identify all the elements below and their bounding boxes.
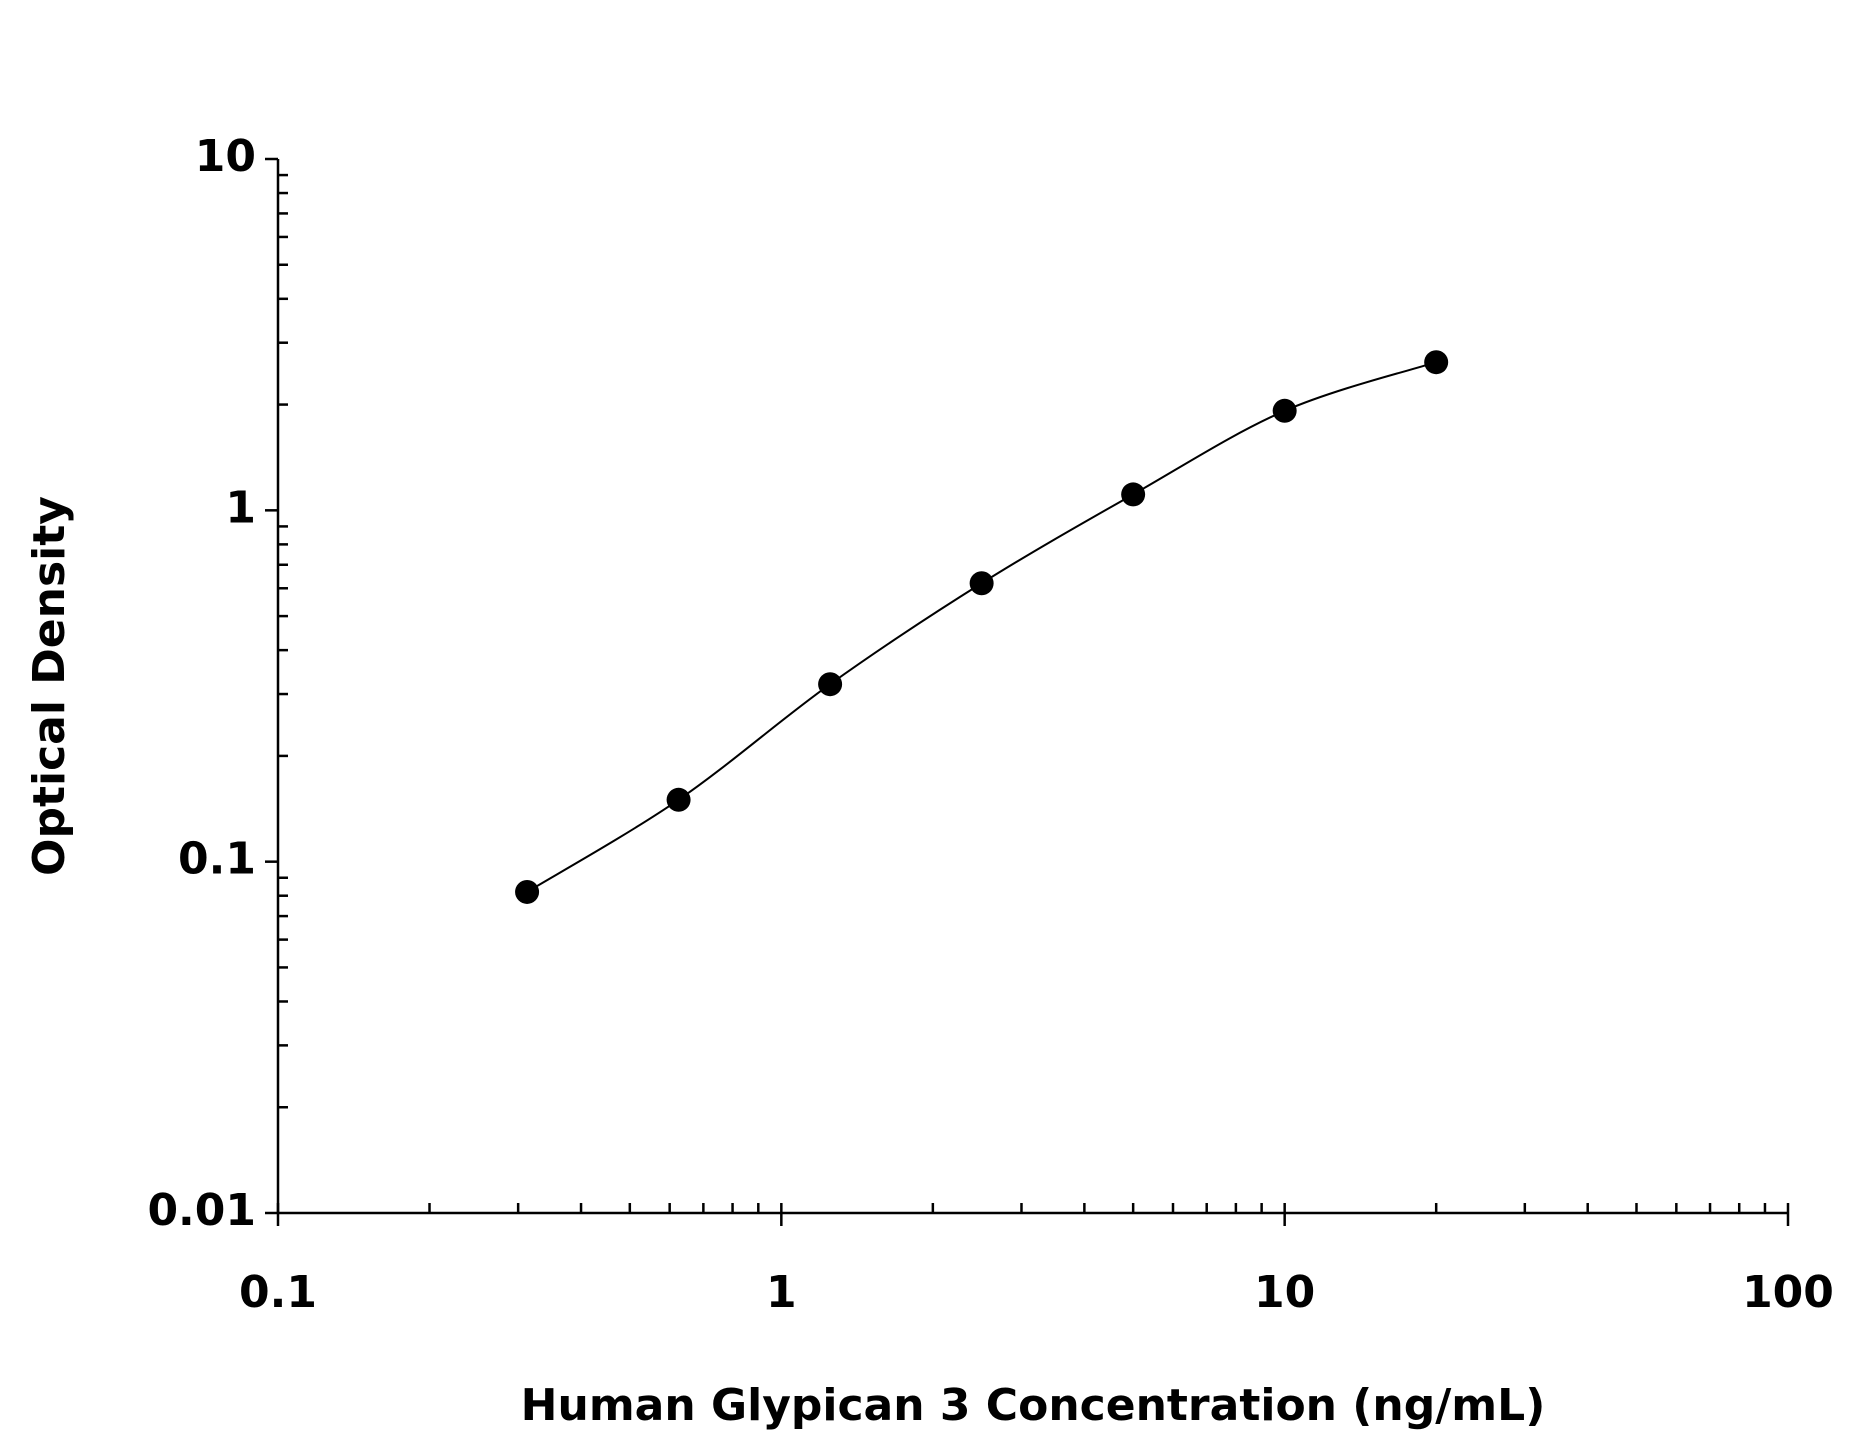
x-tick-label: 1 xyxy=(766,1267,797,1318)
x-axis-title: Human Glypican 3 Concentration (ng/mL) xyxy=(521,1380,1546,1431)
data-point xyxy=(515,879,540,904)
x-tick-label: 100 xyxy=(1742,1267,1834,1318)
x-tick-label: 10 xyxy=(1254,1267,1315,1318)
y-tick-label: 0.01 xyxy=(147,1185,256,1236)
data-point xyxy=(666,787,691,812)
y-tick-label: 0.1 xyxy=(178,834,256,885)
data-point xyxy=(1272,398,1297,423)
data-point xyxy=(1121,482,1146,507)
data-point xyxy=(1424,350,1449,375)
data-point xyxy=(969,571,994,596)
y-tick-label: 10 xyxy=(195,131,256,182)
fit-curve xyxy=(526,361,1437,893)
data-point xyxy=(818,672,843,697)
y-axis-title: Optical Density xyxy=(24,496,75,876)
x-tick-label: 0.1 xyxy=(239,1267,317,1318)
y-tick-label: 1 xyxy=(225,482,256,533)
